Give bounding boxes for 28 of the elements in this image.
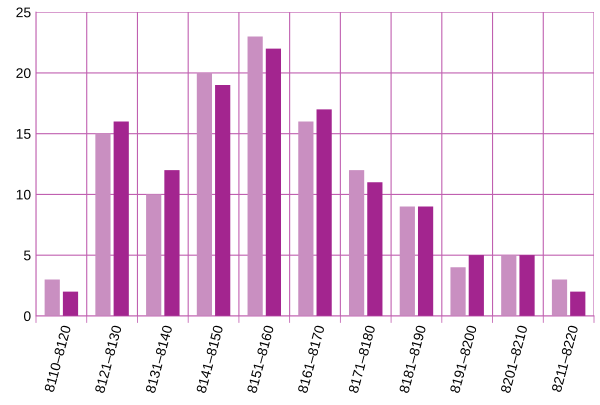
bar: [450, 267, 466, 316]
bar: [266, 48, 282, 316]
bar: [418, 206, 434, 316]
bar: [316, 109, 332, 316]
bar: [44, 279, 60, 316]
bar: [348, 170, 364, 316]
y-tick-label: 15: [16, 129, 31, 139]
bar: [146, 194, 162, 316]
y-tick-label: 5: [24, 250, 31, 260]
y-tick-label: 25: [16, 7, 31, 18]
bar: [248, 36, 263, 316]
bar: [367, 182, 382, 316]
y-tick-label: 10: [16, 190, 31, 200]
bar: [552, 279, 568, 316]
bar: [62, 292, 78, 316]
y-tick-label: 0: [24, 311, 31, 322]
bar: [196, 72, 212, 316]
bar: [215, 85, 230, 316]
bar: [164, 170, 180, 316]
bar: [519, 255, 535, 316]
bar: [570, 292, 586, 316]
bar: [501, 255, 516, 316]
bar: [114, 122, 129, 316]
y-tick-label: 20: [16, 68, 31, 78]
bar: [400, 206, 415, 316]
bar: [468, 255, 484, 316]
bar: [95, 134, 111, 316]
bar: [298, 122, 314, 316]
